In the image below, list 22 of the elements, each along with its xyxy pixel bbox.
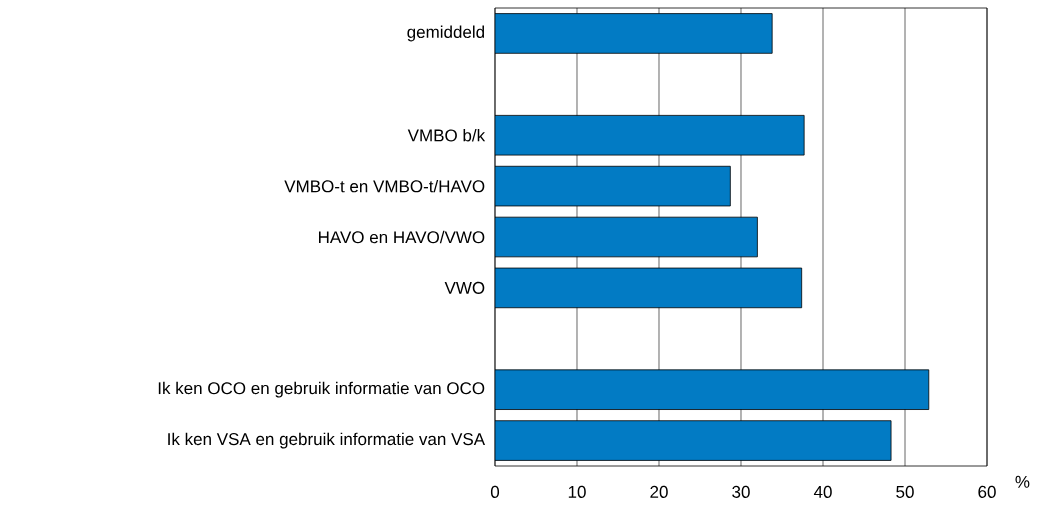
bar: [495, 165, 731, 207]
x-tick-label: 0: [490, 485, 500, 498]
y-tick-label: VMBO b/k: [407, 128, 486, 142]
y-tick-label: VMBO-t en VMBO-t/HAVO: [284, 179, 485, 193]
x-tick-label: 20: [650, 485, 668, 498]
y-tick-label: VWO: [444, 281, 485, 294]
y-tick-label: Ik ken OCO en gebruik informatie van OCO: [158, 381, 485, 398]
y-tick-label: gemiddeld: [407, 25, 485, 42]
bar: [495, 420, 892, 461]
x-tick-label: 30: [732, 485, 750, 498]
x-tick-label: 60: [978, 485, 996, 498]
y-tick-label: HAVO en HAVO/VWO: [319, 230, 485, 244]
bar: [495, 114, 805, 156]
bar: [495, 13, 773, 54]
x-axis-title: %: [1015, 475, 1030, 488]
x-tick-label: 50: [896, 485, 914, 498]
bar: [495, 267, 803, 309]
x-tick-label: 10: [568, 485, 586, 498]
bar: [495, 369, 930, 410]
bar: [495, 216, 758, 258]
x-tick-label: 40: [813, 485, 832, 498]
y-tick-label: Ik ken VSA en gebruik informatie van VSA: [168, 432, 486, 449]
